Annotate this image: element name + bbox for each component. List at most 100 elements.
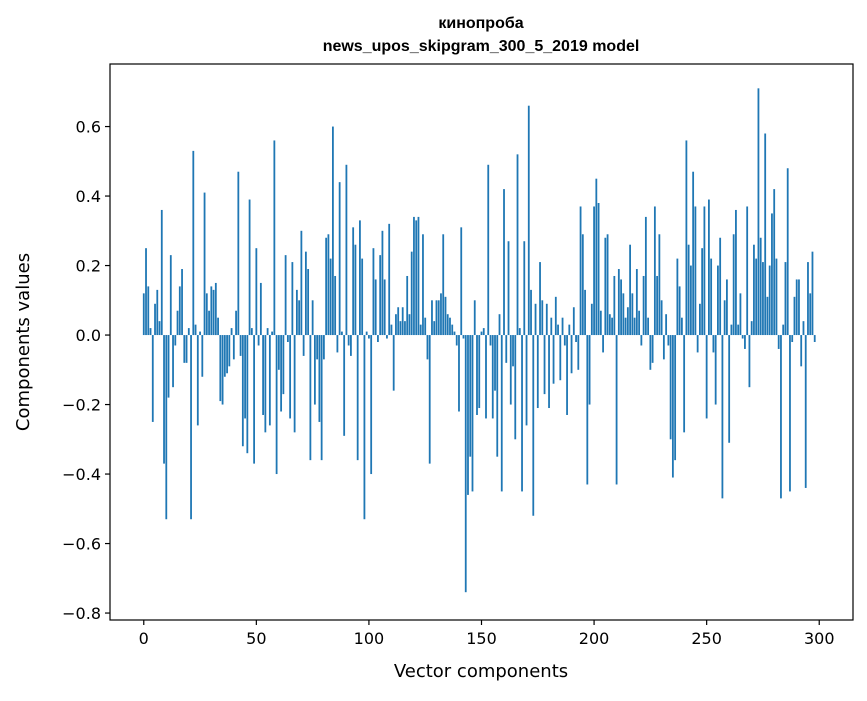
bar	[541, 300, 544, 336]
y-tick-label: −0.4	[62, 465, 101, 484]
bar	[521, 335, 523, 492]
bar	[714, 335, 717, 405]
bar	[476, 335, 478, 415]
bar	[395, 314, 397, 336]
bar	[172, 335, 174, 388]
bar	[255, 248, 258, 336]
bar	[491, 335, 494, 419]
bar	[568, 324, 571, 336]
bar	[284, 255, 287, 336]
bar	[467, 335, 469, 495]
bar	[717, 265, 719, 336]
bar	[167, 335, 170, 398]
bar	[516, 154, 519, 336]
bar	[446, 314, 449, 336]
bar	[710, 258, 713, 336]
bar	[332, 126, 334, 336]
bar	[669, 335, 672, 440]
bar	[635, 269, 638, 336]
bar	[554, 296, 557, 336]
bar	[649, 335, 652, 370]
bar	[804, 335, 807, 488]
bar	[793, 296, 796, 336]
bar	[325, 237, 328, 336]
bar	[392, 335, 395, 391]
bar	[687, 244, 690, 336]
bar	[435, 300, 438, 336]
bar	[807, 262, 809, 336]
bar	[523, 241, 526, 336]
y-tick-label: 0.4	[76, 187, 101, 206]
bar	[359, 220, 361, 336]
bar	[422, 234, 424, 336]
bar	[230, 328, 233, 336]
bar	[728, 335, 731, 443]
bar	[368, 335, 370, 339]
bar	[631, 293, 634, 336]
bar	[174, 335, 177, 346]
bar	[217, 317, 219, 336]
bar	[503, 189, 505, 336]
bar	[656, 275, 659, 336]
bar	[169, 255, 172, 336]
bar	[275, 335, 278, 475]
bar	[701, 248, 704, 336]
bar	[354, 244, 357, 336]
bar	[782, 324, 785, 336]
bar	[608, 314, 611, 336]
bar	[469, 335, 472, 457]
bar	[298, 300, 301, 336]
bar	[518, 328, 521, 336]
bar	[638, 310, 641, 336]
bar	[739, 293, 742, 336]
bar	[699, 303, 701, 336]
bar	[192, 150, 195, 336]
bar	[813, 335, 816, 342]
bar	[750, 321, 753, 336]
bar	[377, 335, 379, 342]
bar	[705, 335, 708, 419]
bar	[487, 164, 490, 336]
bar	[194, 324, 197, 336]
bar	[514, 335, 517, 440]
bar	[246, 335, 249, 454]
bar	[809, 293, 812, 336]
bar	[214, 282, 217, 336]
bar	[665, 314, 668, 336]
bar	[678, 286, 681, 336]
bar	[437, 300, 440, 336]
bar	[498, 314, 501, 336]
y-tick-label: −0.8	[62, 604, 101, 623]
bar	[744, 335, 746, 349]
bar	[163, 335, 165, 464]
bar	[683, 335, 686, 433]
bar	[791, 335, 794, 342]
y-tick-label: 0.2	[76, 257, 101, 276]
bar	[343, 335, 346, 436]
bar	[730, 324, 733, 336]
y-tick-label: −0.2	[62, 396, 101, 415]
bar	[187, 328, 190, 336]
bar	[372, 248, 375, 336]
bar	[264, 335, 267, 433]
bar	[575, 335, 577, 342]
bar	[762, 262, 764, 336]
bar	[350, 335, 352, 356]
bar	[766, 296, 769, 336]
bar	[757, 88, 760, 336]
bar	[577, 335, 580, 370]
bar	[653, 206, 656, 336]
bar	[741, 335, 744, 339]
bar	[262, 335, 264, 415]
bar	[615, 335, 618, 485]
bar	[777, 335, 780, 349]
bar	[244, 335, 246, 419]
bar	[228, 335, 231, 367]
bar	[712, 335, 715, 353]
bar	[458, 335, 460, 412]
bar	[363, 335, 366, 520]
bar	[552, 335, 555, 384]
bar	[545, 303, 548, 336]
bar	[145, 248, 147, 336]
